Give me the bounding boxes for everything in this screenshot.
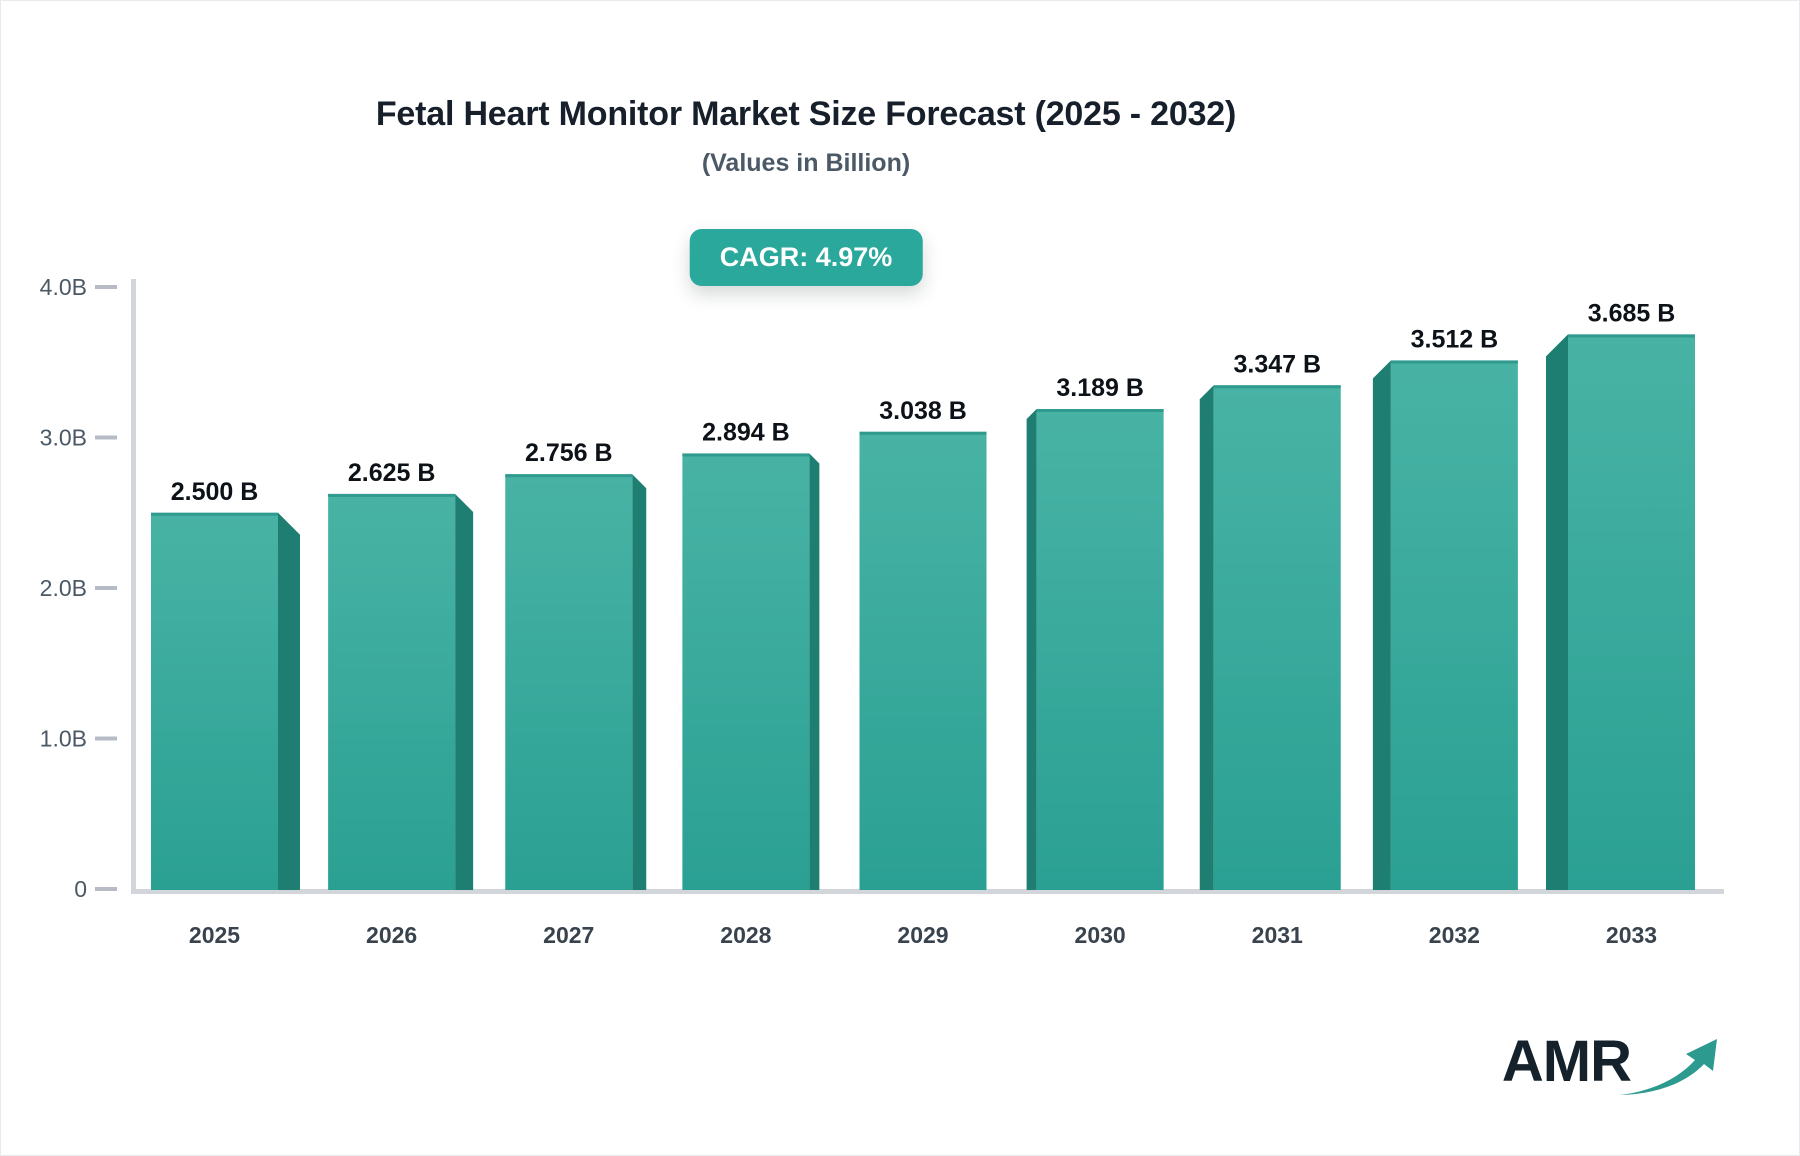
bar-side-2032: [1372, 360, 1391, 891]
bar-value-label-2033: 3.685 B: [1588, 299, 1676, 327]
bar-side-2026: [455, 493, 474, 890]
bar-2032: [1390, 360, 1518, 891]
bar-value-label-2030: 3.189 B: [1056, 374, 1144, 402]
chart-subtitle: (Values in Billion): [701, 149, 911, 177]
y-axis-label: 4.0B: [40, 274, 87, 300]
amr-logo-text: AMR: [1501, 1029, 1632, 1094]
bar-value-label-2029: 3.038 B: [879, 397, 967, 425]
bar-side-2027: [632, 474, 647, 890]
bar-value-label-2027: 2.756 B: [525, 439, 613, 467]
bar-side-2025: [278, 512, 300, 890]
y-axis-tick-mark: [95, 586, 117, 590]
y-axis-label: 2.0B: [40, 575, 87, 601]
y-axis-label: 1.0B: [40, 726, 87, 752]
y-axis-label: 0: [74, 876, 87, 902]
x-axis-label-2033: 2033: [1606, 922, 1657, 948]
y-axis-tick-mark: [95, 435, 117, 440]
bar-top-edge-2033: [1568, 334, 1695, 338]
bar-side-2031: [1199, 385, 1214, 890]
x-axis-label-2027: 2027: [543, 922, 594, 948]
growth-arrow-icon: [1620, 1039, 1717, 1095]
bar-side-2028: [809, 453, 820, 890]
y-axis-line: [131, 279, 136, 894]
x-axis-label-2026: 2026: [366, 922, 417, 948]
bar-2033: [1568, 334, 1695, 891]
bar-top-edge-2027: [505, 474, 633, 478]
bar-value-label-2031: 3.347 B: [1233, 350, 1321, 378]
bar-side-2033: [1546, 334, 1568, 891]
amr-logo: AMR: [1502, 1033, 1721, 1101]
bar-2025: [151, 512, 278, 890]
bar-top-edge-2029: [859, 431, 987, 435]
bar-top-edge-2028: [682, 453, 810, 457]
bar-value-label-2032: 3.512 B: [1411, 325, 1499, 353]
bar-top-edge-2031: [1213, 385, 1341, 389]
x-axis-label-2028: 2028: [720, 922, 771, 948]
bar-top-edge-2030: [1036, 409, 1164, 413]
x-axis-label-2032: 2032: [1429, 922, 1480, 948]
chart-title: Fetal Heart Monitor Market Size Forecast…: [375, 95, 1237, 133]
bar-top-edge-2032: [1390, 360, 1518, 364]
bar-2028: [682, 453, 810, 890]
x-axis-label-2030: 2030: [1075, 922, 1126, 948]
x-axis-label-2029: 2029: [897, 922, 948, 948]
y-axis-label: 3.0B: [40, 425, 87, 451]
bar-top-edge-2025: [151, 512, 278, 516]
bar-value-label-2025: 2.500 B: [171, 478, 259, 506]
bar-top-edge-2026: [328, 493, 456, 497]
bar-2031: [1213, 385, 1341, 890]
x-axis-label-2031: 2031: [1252, 922, 1303, 948]
x-axis-line: [131, 889, 1724, 894]
y-axis-tick-mark: [95, 736, 117, 741]
bar-2026: [328, 493, 456, 890]
bar-side-2030: [1026, 409, 1037, 890]
cagr-badge: CAGR: 4.97%: [689, 229, 923, 286]
y-axis-tick-mark: [95, 887, 117, 891]
bar-value-label-2026: 2.625 B: [348, 459, 436, 487]
bar-value-label-2028: 2.894 B: [702, 418, 790, 446]
x-axis-label-2025: 2025: [189, 922, 240, 948]
bar-2027: [505, 474, 633, 890]
bar-2029: [859, 431, 987, 890]
bar-2030: [1036, 409, 1164, 890]
y-axis-tick-mark: [95, 285, 117, 289]
